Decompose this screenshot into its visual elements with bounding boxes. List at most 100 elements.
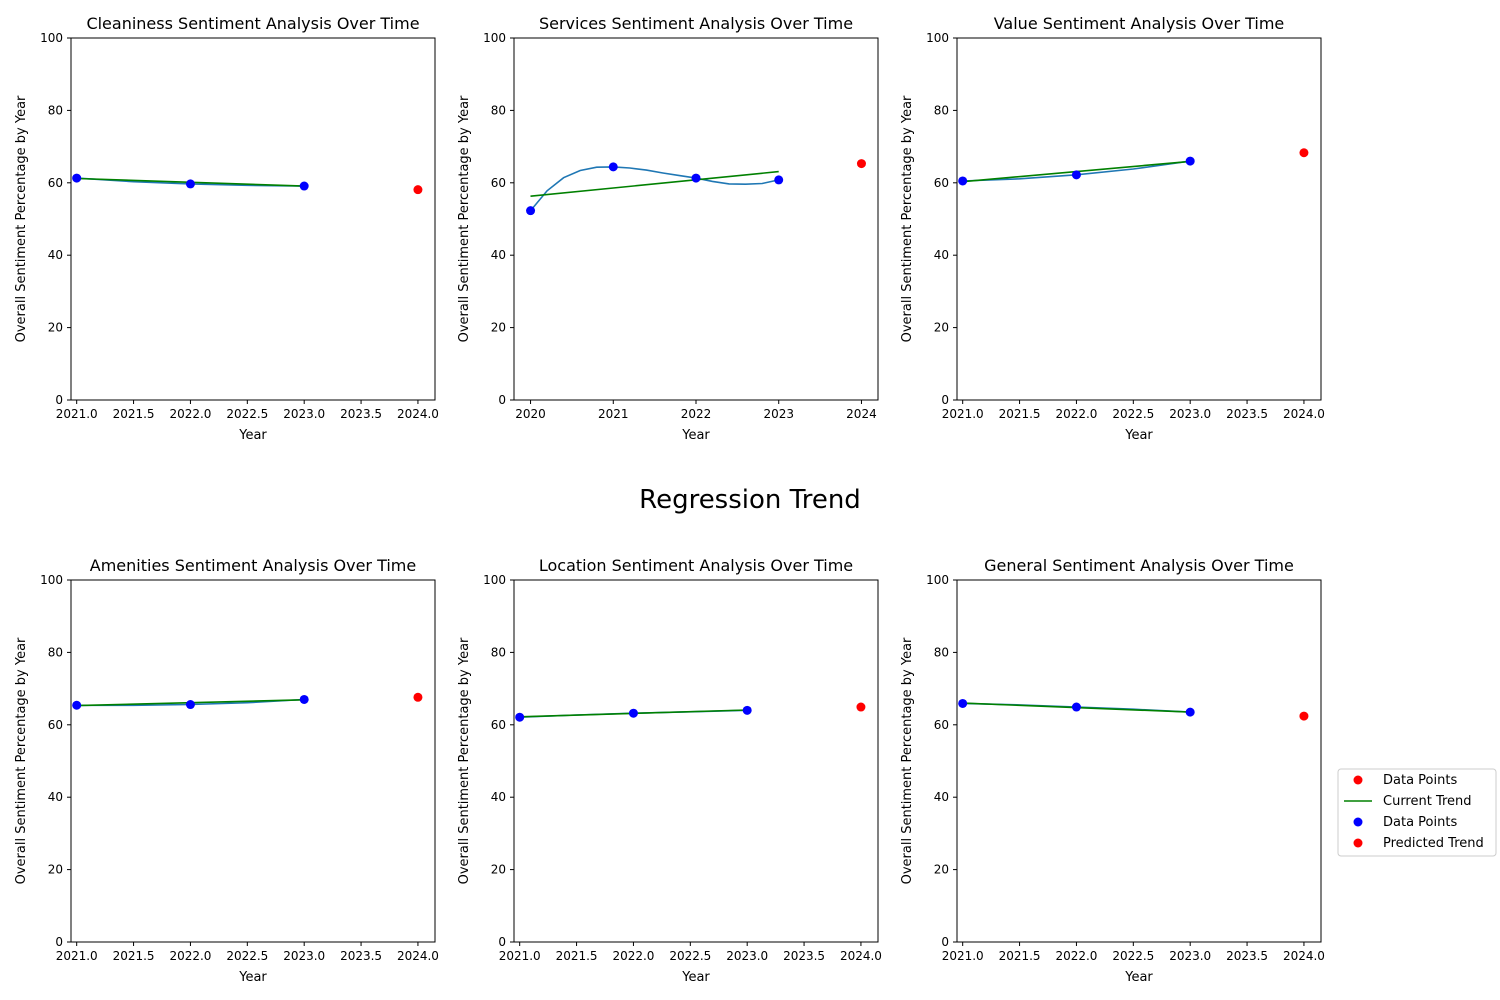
x-axis-label: Year bbox=[1124, 970, 1153, 985]
legend-label: Current Trend bbox=[1383, 794, 1472, 809]
x-axis-label: Year bbox=[681, 970, 710, 985]
y-tick-label: 0 bbox=[498, 393, 506, 407]
legend-label: Predicted Trend bbox=[1383, 836, 1484, 851]
y-tick-label: 40 bbox=[491, 248, 506, 262]
x-axis-label: Year bbox=[238, 970, 267, 985]
trend-line bbox=[530, 170, 779, 197]
y-tick-label: 20 bbox=[491, 863, 506, 877]
subplot-title: General Sentiment Analysis Over Time bbox=[984, 556, 1294, 575]
x-tick-label: 2023.0 bbox=[283, 949, 325, 963]
observed-point bbox=[72, 700, 82, 710]
y-tick-label: 40 bbox=[48, 248, 63, 262]
predicted-point bbox=[413, 185, 423, 195]
x-tick-label: 2023.5 bbox=[783, 949, 825, 963]
x-tick-label: 2021 bbox=[598, 407, 629, 421]
y-axis-label: Overall Sentiment Percentage by Year bbox=[900, 95, 915, 342]
predicted-point bbox=[413, 692, 423, 702]
x-axis-label: Year bbox=[238, 428, 267, 443]
y-tick-label: 80 bbox=[491, 103, 506, 117]
subplot-title: Services Sentiment Analysis Over Time bbox=[539, 14, 853, 33]
y-tick-label: 0 bbox=[941, 393, 949, 407]
y-tick-label: 80 bbox=[491, 645, 506, 659]
x-tick-label: 2021.5 bbox=[999, 407, 1041, 421]
x-tick-label: 2021.0 bbox=[942, 407, 984, 421]
x-tick-label: 2023.5 bbox=[1226, 949, 1268, 963]
x-tick-label: 2023.0 bbox=[1169, 949, 1211, 963]
x-tick-label: 2024.0 bbox=[1283, 407, 1325, 421]
observed-point bbox=[742, 705, 752, 715]
legend-label: Data Points bbox=[1383, 815, 1457, 830]
x-tick-label: 2022.0 bbox=[169, 407, 211, 421]
predicted-point bbox=[1299, 148, 1309, 158]
y-axis-label: Overall Sentiment Percentage by Year bbox=[457, 637, 472, 884]
observed-point bbox=[691, 173, 701, 183]
x-tick-label: 2022 bbox=[681, 407, 712, 421]
figure-suptitle: Regression Trend bbox=[639, 485, 861, 515]
y-tick-label: 20 bbox=[48, 321, 63, 335]
y-tick-label: 40 bbox=[48, 790, 63, 804]
x-tick-label: 2024 bbox=[846, 407, 877, 421]
plot-frame bbox=[956, 579, 1322, 943]
x-tick-label: 2023.0 bbox=[726, 949, 768, 963]
x-tick-label: 2022.5 bbox=[1112, 407, 1154, 421]
y-tick-label: 0 bbox=[55, 935, 63, 949]
subplot-grid: Cleaniness Sentiment Analysis Over Time 0… bbox=[14, 14, 1325, 985]
x-tick-label: 2023.5 bbox=[340, 407, 382, 421]
x-tick-label: 2023.0 bbox=[1169, 407, 1211, 421]
y-axis-label: Overall Sentiment Percentage by Year bbox=[900, 637, 915, 884]
legend: Data Points Current Trend Data Points Predi… bbox=[1337, 768, 1497, 857]
y-tick-label: 60 bbox=[48, 176, 63, 190]
observed-point bbox=[185, 700, 195, 710]
x-tick-label: 2024.0 bbox=[840, 949, 882, 963]
legend-label: Data Points bbox=[1383, 773, 1457, 788]
y-tick-label: 20 bbox=[48, 863, 63, 877]
y-axis-label: Overall Sentiment Percentage by Year bbox=[14, 637, 29, 884]
observed-point bbox=[1185, 707, 1195, 717]
y-tick-label: 60 bbox=[491, 176, 506, 190]
y-tick-label: 80 bbox=[48, 103, 63, 117]
x-axis-label: Year bbox=[1124, 428, 1153, 443]
y-tick-label: 60 bbox=[48, 718, 63, 732]
legend-dot-swatch bbox=[1353, 775, 1363, 785]
y-tick-label: 80 bbox=[48, 645, 63, 659]
subplot-title: Cleaniness Sentiment Analysis Over Time bbox=[86, 14, 419, 33]
observed-point bbox=[515, 712, 525, 722]
y-tick-label: 0 bbox=[498, 935, 506, 949]
y-axis-label: Overall Sentiment Percentage by Year bbox=[14, 95, 29, 342]
y-tick-label: 20 bbox=[934, 321, 949, 335]
observed-point bbox=[526, 206, 536, 216]
y-tick-label: 0 bbox=[941, 935, 949, 949]
y-tick-label: 100 bbox=[40, 573, 63, 587]
x-tick-label: 2021.0 bbox=[499, 949, 541, 963]
y-tick-label: 20 bbox=[934, 863, 949, 877]
x-tick-label: 2024.0 bbox=[1283, 949, 1325, 963]
observed-point bbox=[608, 162, 618, 172]
observed-point bbox=[299, 181, 309, 191]
x-tick-label: 2021.0 bbox=[56, 407, 98, 421]
y-tick-label: 80 bbox=[934, 103, 949, 117]
subplot-4: Amenities Sentiment Analysis Over Time02… bbox=[14, 556, 439, 985]
predicted-point bbox=[1299, 711, 1309, 721]
observed-point bbox=[72, 173, 82, 183]
legend-dot-swatch bbox=[1353, 817, 1363, 827]
observed-point bbox=[958, 176, 968, 186]
x-tick-label: 2024.0 bbox=[397, 949, 439, 963]
x-tick-label: 2021.0 bbox=[56, 949, 98, 963]
x-tick-label: 2021.5 bbox=[113, 949, 155, 963]
y-tick-label: 60 bbox=[491, 718, 506, 732]
x-tick-label: 2023.5 bbox=[1226, 407, 1268, 421]
subplot-1: Cleaniness Sentiment Analysis Over Time 0… bbox=[14, 14, 439, 443]
subplot-5: Location Sentiment Analysis Over Time020… bbox=[457, 556, 882, 985]
observed-point bbox=[1185, 156, 1195, 166]
observed-point bbox=[958, 698, 968, 708]
x-tick-label: 2022.0 bbox=[1055, 407, 1097, 421]
y-tick-label: 80 bbox=[934, 645, 949, 659]
subplot-2: Services Sentiment Analysis Over Time 0 20… bbox=[457, 14, 879, 443]
observed-point bbox=[185, 179, 195, 189]
x-tick-label: 2022.0 bbox=[1055, 949, 1097, 963]
x-tick-label: 2022.5 bbox=[226, 407, 268, 421]
predicted-point bbox=[856, 159, 866, 169]
observed-point bbox=[774, 175, 784, 185]
plot-frame bbox=[70, 579, 436, 943]
